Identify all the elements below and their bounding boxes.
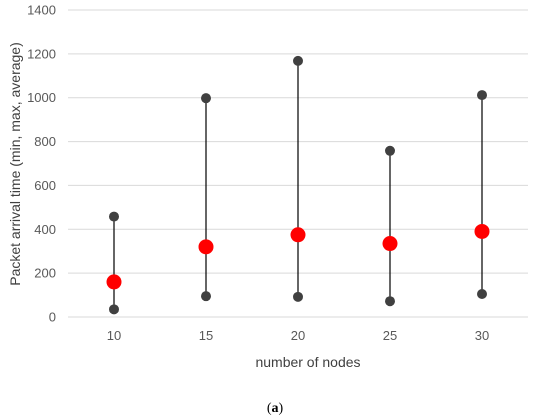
min-point	[293, 291, 303, 302]
average-point	[382, 236, 398, 252]
x-tick-label: 10	[107, 328, 121, 343]
min-point	[201, 291, 211, 302]
max-point	[477, 90, 487, 101]
y-tick-label: 600	[34, 178, 56, 193]
min-point	[477, 288, 487, 299]
y-tick-label: 200	[34, 266, 56, 281]
average-point	[474, 223, 490, 239]
x-tick-labels: 10 15 20 25 30	[107, 328, 489, 343]
x-tick-label: 30	[475, 328, 489, 343]
average-point	[290, 227, 306, 243]
caption-label: a	[272, 401, 279, 416]
caption-open-paren: (	[267, 401, 272, 416]
average-point	[106, 274, 122, 290]
x-tick-label: 20	[291, 328, 305, 343]
figure-caption: (a)	[267, 401, 284, 416]
caption-close-paren: )	[279, 401, 284, 416]
y-tick-label: 1400	[27, 3, 56, 18]
x-tick-label: 25	[383, 328, 397, 343]
average-point	[198, 239, 214, 255]
y-tick-labels: 0 200 400 600 800 1000 1200 1400	[27, 3, 56, 325]
y-tick-label: 0	[49, 310, 56, 325]
max-point	[293, 55, 303, 66]
max-point	[385, 145, 395, 156]
y-tick-label: 1200	[27, 46, 56, 61]
y-tick-label: 400	[34, 222, 56, 237]
y-axis-title: Packet arrival time (min, max, average)	[7, 42, 23, 286]
min-point	[109, 304, 119, 315]
x-axis-title: number of nodes	[255, 354, 360, 370]
data-points	[106, 55, 490, 315]
max-point	[109, 211, 119, 222]
y-tick-label: 800	[34, 134, 56, 149]
range-lines	[113, 60, 483, 310]
x-tick-label: 15	[199, 328, 213, 343]
y-tick-label: 1000	[27, 90, 56, 105]
max-point	[201, 93, 211, 104]
min-point	[385, 296, 395, 307]
